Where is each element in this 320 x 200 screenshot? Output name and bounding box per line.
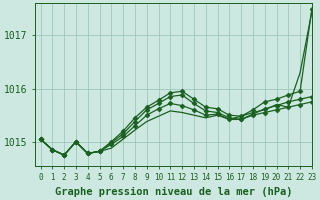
X-axis label: Graphe pression niveau de la mer (hPa): Graphe pression niveau de la mer (hPa) [54, 186, 292, 197]
